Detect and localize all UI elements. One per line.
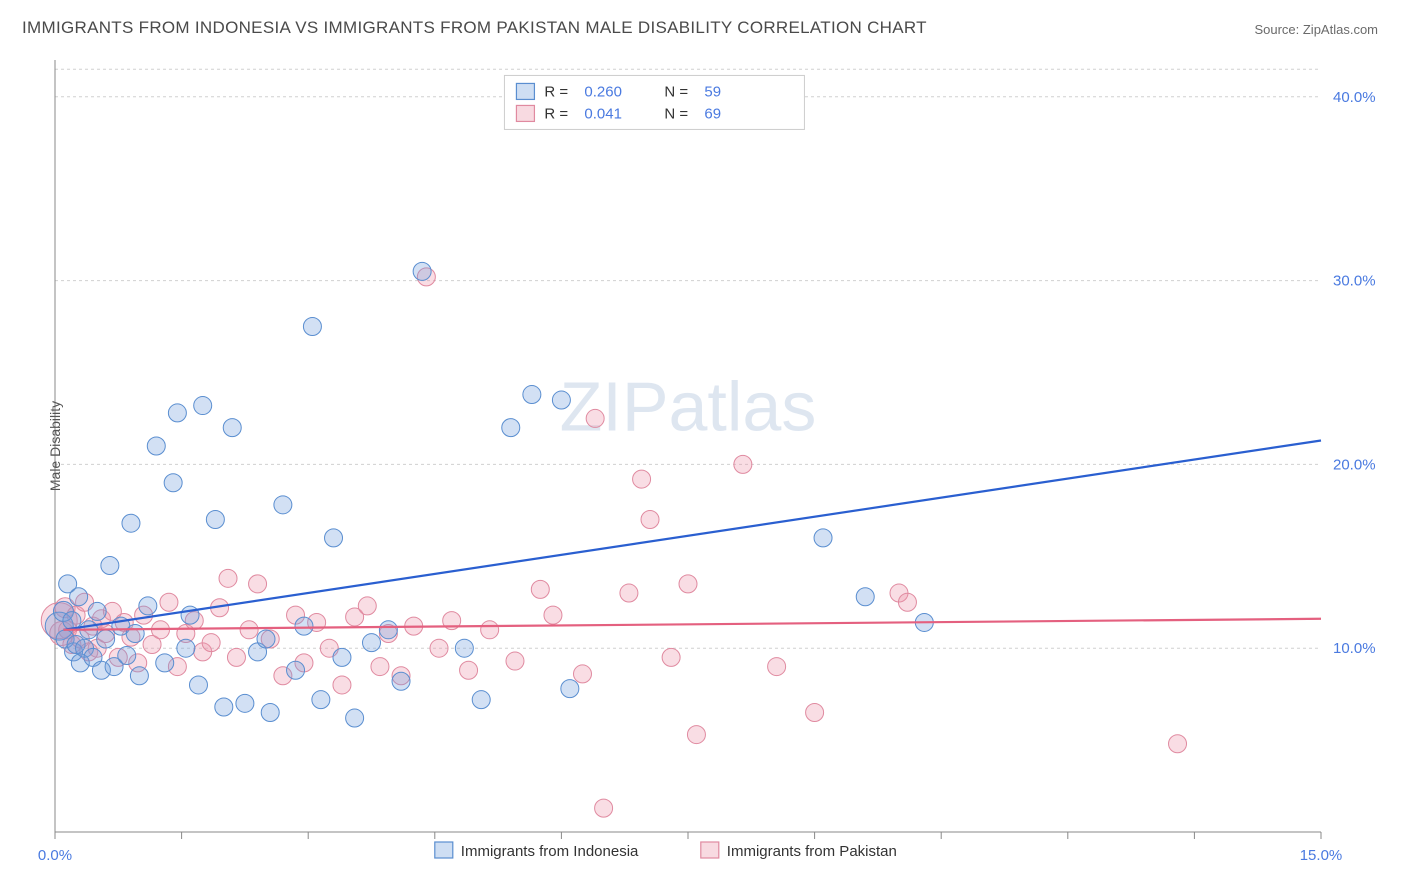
- svg-text:N =: N =: [664, 83, 688, 100]
- data-point: [379, 621, 397, 639]
- data-point: [261, 704, 279, 722]
- data-point: [806, 704, 824, 722]
- data-point: [147, 437, 165, 455]
- data-point: [118, 647, 136, 665]
- data-point: [295, 617, 313, 635]
- legend-swatch: [701, 842, 719, 858]
- svg-text:15.0%: 15.0%: [1300, 847, 1343, 864]
- data-point: [768, 658, 786, 676]
- data-point: [257, 630, 275, 648]
- data-point: [240, 621, 258, 639]
- data-point: [287, 661, 305, 679]
- svg-text:40.0%: 40.0%: [1333, 89, 1376, 106]
- data-point: [734, 455, 752, 473]
- data-point: [122, 514, 140, 532]
- data-point: [303, 318, 321, 336]
- data-point: [1169, 735, 1187, 753]
- source-label: Source: ZipAtlas.com: [1254, 22, 1378, 37]
- svg-text:59: 59: [704, 83, 721, 100]
- data-point: [662, 648, 680, 666]
- data-point: [392, 672, 410, 690]
- svg-text:ZIPatlas: ZIPatlas: [560, 368, 817, 446]
- legend-label: Immigrants from Indonesia: [461, 843, 639, 860]
- data-point: [687, 726, 705, 744]
- data-point: [274, 496, 292, 514]
- data-point: [97, 630, 115, 648]
- svg-text:N =: N =: [664, 105, 688, 122]
- data-point: [164, 474, 182, 492]
- data-point: [177, 639, 195, 657]
- data-point: [325, 529, 343, 547]
- svg-text:R =: R =: [544, 83, 568, 100]
- data-point: [472, 691, 490, 709]
- data-point: [189, 676, 207, 694]
- data-point: [363, 634, 381, 652]
- data-point: [460, 661, 478, 679]
- svg-text:10.0%: 10.0%: [1333, 640, 1376, 657]
- data-point: [856, 588, 874, 606]
- data-point: [633, 470, 651, 488]
- data-point: [130, 667, 148, 685]
- data-point: [641, 511, 659, 529]
- legend-swatch: [516, 83, 534, 99]
- data-point: [126, 624, 144, 642]
- data-point: [333, 676, 351, 694]
- data-point: [552, 391, 570, 409]
- data-point: [898, 593, 916, 611]
- data-point: [88, 602, 106, 620]
- data-point: [561, 680, 579, 698]
- data-point: [160, 593, 178, 611]
- data-point: [523, 386, 541, 404]
- data-point: [586, 409, 604, 427]
- data-point: [168, 404, 186, 422]
- data-point: [219, 569, 237, 587]
- data-point: [679, 575, 697, 593]
- data-point: [227, 648, 245, 666]
- data-point: [206, 511, 224, 529]
- data-point: [215, 698, 233, 716]
- data-point: [202, 634, 220, 652]
- legend-swatch: [435, 842, 453, 858]
- data-point: [101, 556, 119, 574]
- data-point: [430, 639, 448, 657]
- legend-swatch: [516, 105, 534, 121]
- data-point: [574, 665, 592, 683]
- svg-text:0.0%: 0.0%: [38, 847, 72, 864]
- legend-label: Immigrants from Pakistan: [727, 843, 897, 860]
- data-point: [455, 639, 473, 657]
- data-point: [358, 597, 376, 615]
- data-point: [249, 575, 267, 593]
- data-point: [502, 419, 520, 437]
- data-point: [236, 694, 254, 712]
- data-point: [223, 419, 241, 437]
- data-point: [413, 262, 431, 280]
- data-point: [139, 597, 157, 615]
- svg-text:20.0%: 20.0%: [1333, 456, 1376, 473]
- scatter-chart: 10.0% 20.0% 30.0% 40.0% ZIPatlas 0.0% 15.0% R =…: [0, 0, 1406, 892]
- data-point: [312, 691, 330, 709]
- data-point: [333, 648, 351, 666]
- data-point: [620, 584, 638, 602]
- svg-text:0.260: 0.260: [584, 83, 622, 100]
- chart-title: IMMIGRANTS FROM INDONESIA VS IMMIGRANTS …: [22, 18, 927, 38]
- trend-line: [63, 440, 1321, 629]
- chart-container: IMMIGRANTS FROM INDONESIA VS IMMIGRANTS …: [0, 0, 1406, 892]
- data-point: [814, 529, 832, 547]
- data-point: [544, 606, 562, 624]
- data-point: [506, 652, 524, 670]
- data-point: [346, 709, 364, 727]
- data-point: [595, 799, 613, 817]
- data-point: [70, 588, 88, 606]
- data-point: [531, 580, 549, 598]
- svg-text:0.041: 0.041: [584, 105, 622, 122]
- data-point: [194, 397, 212, 415]
- data-point: [481, 621, 499, 639]
- y-axis-label: Male Disability: [47, 401, 63, 491]
- data-point: [371, 658, 389, 676]
- svg-text:69: 69: [704, 105, 721, 122]
- svg-text:R =: R =: [544, 105, 568, 122]
- data-point: [156, 654, 174, 672]
- svg-text:30.0%: 30.0%: [1333, 273, 1376, 290]
